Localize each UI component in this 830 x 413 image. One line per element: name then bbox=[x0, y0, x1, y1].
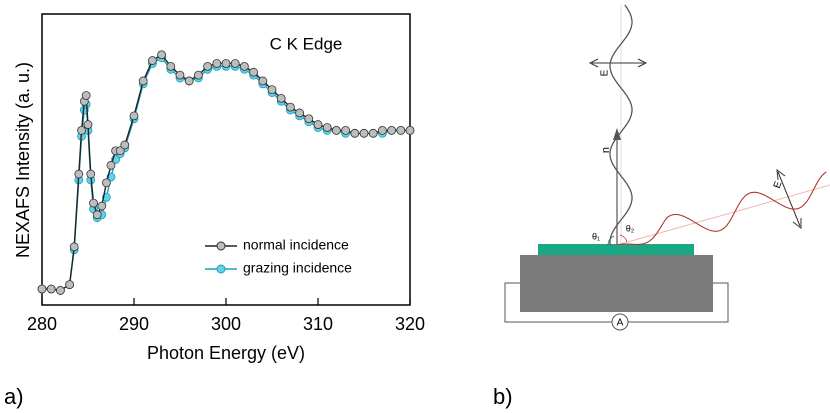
marker bbox=[350, 128, 360, 138]
panel-label: a) bbox=[4, 384, 24, 409]
marker bbox=[83, 120, 93, 129]
marker bbox=[56, 286, 65, 295]
marker bbox=[267, 85, 277, 95]
marker bbox=[138, 76, 148, 86]
x-tick-label: 320 bbox=[395, 314, 425, 334]
panel-label: b) bbox=[493, 384, 513, 409]
field-label-reflected: E bbox=[772, 180, 785, 190]
theta2-arc bbox=[619, 234, 628, 243]
marker bbox=[69, 242, 79, 252]
marker bbox=[396, 125, 406, 135]
x-tick-label: 290 bbox=[119, 314, 149, 334]
marker bbox=[97, 201, 107, 211]
marker bbox=[276, 93, 286, 103]
marker bbox=[37, 284, 47, 294]
marker bbox=[184, 76, 194, 86]
marker bbox=[92, 210, 102, 220]
legend-label: grazing incidence bbox=[243, 260, 352, 276]
marker bbox=[239, 61, 249, 71]
marker bbox=[175, 70, 185, 80]
legend-marker bbox=[216, 264, 226, 274]
substrate bbox=[520, 255, 713, 312]
marker bbox=[129, 111, 139, 121]
theta2-label: θ₂ bbox=[626, 223, 635, 233]
x-axis-label: Photon Energy (eV) bbox=[147, 343, 305, 363]
y-axis-label: NEXAFS Intensity (a. u.) bbox=[13, 62, 33, 258]
reflected-wave bbox=[616, 171, 827, 246]
marker bbox=[77, 125, 86, 135]
marker bbox=[230, 59, 240, 68]
marker bbox=[166, 61, 176, 71]
series-line bbox=[42, 53, 410, 292]
marker bbox=[89, 198, 98, 208]
marker bbox=[157, 50, 167, 60]
field-arrowheads-reflected bbox=[776, 168, 802, 229]
annotation: C K Edge bbox=[270, 34, 343, 53]
marker bbox=[212, 59, 222, 68]
marker bbox=[81, 91, 91, 100]
plot-frame bbox=[41, 13, 411, 306]
incident-wave bbox=[609, 4, 633, 246]
marker bbox=[249, 67, 259, 77]
marker bbox=[331, 125, 341, 135]
marker bbox=[221, 59, 231, 68]
marker bbox=[115, 146, 125, 156]
marker bbox=[285, 102, 295, 112]
series-line bbox=[42, 56, 410, 292]
marker bbox=[86, 169, 96, 179]
marker bbox=[120, 140, 130, 150]
marker bbox=[359, 128, 369, 138]
marker bbox=[203, 61, 213, 71]
x-tick-label: 300 bbox=[211, 314, 241, 334]
ammeter-label: A bbox=[617, 318, 624, 329]
marker bbox=[322, 123, 332, 132]
reflected-axis bbox=[616, 184, 830, 246]
marker bbox=[65, 280, 74, 290]
marker bbox=[295, 108, 305, 118]
legend-label: normal incidence bbox=[243, 237, 349, 253]
marker bbox=[102, 178, 111, 188]
marker bbox=[304, 114, 314, 124]
theta1-label: θ₁ bbox=[592, 231, 600, 241]
x-tick-label: 280 bbox=[27, 314, 57, 334]
marker bbox=[193, 70, 203, 80]
diagram: A n E E θ₁ θ₂ bbox=[504, 5, 830, 331]
field-label: E bbox=[600, 69, 611, 76]
marker bbox=[106, 160, 116, 170]
marker bbox=[313, 120, 323, 129]
x-tick-label: 310 bbox=[303, 314, 333, 334]
ammeter bbox=[611, 313, 629, 331]
normal-arrowhead bbox=[613, 128, 621, 140]
marker bbox=[341, 125, 351, 135]
marker bbox=[258, 76, 268, 86]
sample-film bbox=[538, 244, 694, 255]
normal-label: n bbox=[600, 147, 612, 153]
marker bbox=[46, 284, 56, 294]
field-arrowheads bbox=[588, 58, 648, 68]
legend-marker bbox=[216, 241, 226, 251]
marker bbox=[387, 125, 397, 135]
marker bbox=[74, 169, 84, 179]
marker bbox=[377, 125, 387, 135]
marker bbox=[147, 56, 157, 65]
marker bbox=[405, 125, 415, 135]
marker bbox=[368, 128, 378, 138]
field-arrow-reflected bbox=[777, 171, 801, 227]
